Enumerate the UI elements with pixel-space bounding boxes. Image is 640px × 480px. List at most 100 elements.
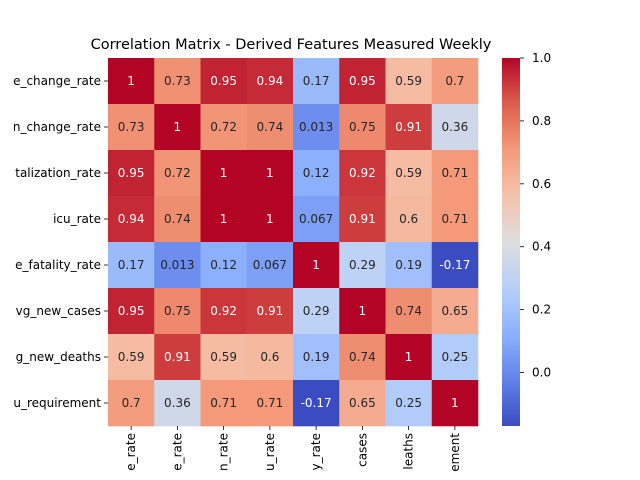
cell-value-label: -0.17 (439, 258, 470, 272)
cell-value-label: 0.74 (257, 120, 284, 134)
heatmap-cell (431, 334, 479, 381)
heatmap-cell (246, 334, 294, 381)
cell-value-label: 0.17 (118, 258, 145, 272)
heatmap-cell (385, 58, 433, 105)
cell-value-label: 1 (220, 166, 228, 180)
heatmap-cell (108, 288, 155, 335)
heatmap-cell (200, 242, 248, 289)
cell-value-label: 0.75 (164, 304, 191, 318)
colorbar-tick-label: 0.8 (532, 114, 551, 128)
row-tick-labels: e_change_rate n_change_rate talization_rat… (13, 74, 108, 410)
heatmap-cell (293, 288, 340, 335)
heatmap-cell (200, 104, 248, 151)
heatmap-cell (293, 150, 340, 197)
heatmap-cell (108, 242, 155, 289)
heatmap-cell (154, 150, 201, 197)
column-tick-label: y_rate (309, 433, 323, 470)
cell-value-label: 1 (451, 396, 459, 410)
cell-value-label: 0.74 (349, 350, 376, 364)
cell-value-label: 0.6 (260, 350, 279, 364)
column-tick-label: leaths (402, 433, 416, 470)
cell-value-label: 0.73 (164, 74, 191, 88)
heatmap-cell (154, 334, 201, 381)
heatmap-cell (385, 104, 433, 151)
heatmap-cell (246, 288, 294, 335)
heatmap-cell (246, 150, 294, 197)
cell-value-label: 1 (312, 258, 320, 272)
heatmap-cell (154, 104, 201, 151)
cell-value-label: 0.29 (303, 304, 330, 318)
heatmap-cell (293, 380, 340, 427)
cell-value-label: 0.71 (442, 166, 469, 180)
heatmap-cell (154, 58, 201, 105)
heatmap-cell (293, 58, 340, 105)
cell-value-label: 0.94 (118, 212, 145, 226)
row-tick-label: n_change_rate (13, 120, 101, 134)
heatmap-cell (200, 288, 248, 335)
cell-value-label: 0.91 (164, 350, 191, 364)
row-tick-label: u_requirement (13, 396, 101, 410)
cell-value-label: 0.95 (118, 166, 145, 180)
heatmap-cell (431, 380, 479, 427)
heatmap-cell (154, 380, 201, 427)
heatmap-cell (431, 242, 479, 289)
cell-value-label: 0.95 (118, 304, 145, 318)
cell-value-label: 0.6 (399, 212, 418, 226)
column-tick-label: u_rate (263, 433, 277, 471)
cell-value-label: 0.72 (164, 166, 191, 180)
row-tick-label: icu_rate (53, 212, 101, 226)
heatmap-cell (431, 58, 479, 105)
heatmap-cell (339, 196, 386, 243)
cell-value-label: 0.91 (349, 212, 376, 226)
cell-value-label: 0.94 (257, 74, 284, 88)
cell-value-label: 1 (127, 74, 135, 88)
cell-value-label: 0.067 (253, 258, 287, 272)
colorbar-tick-label: 0.0 (532, 366, 551, 380)
row-tick-label: talization_rate (15, 166, 101, 180)
cell-value-label: 0.91 (395, 120, 422, 134)
cell-value-label: 0.013 (299, 120, 333, 134)
cell-value-label: 0.12 (303, 166, 330, 180)
column-tick-label: e_rate (124, 433, 138, 471)
heatmap-cell (108, 150, 155, 197)
cell-value-label: 0.65 (442, 304, 469, 318)
heatmap-cell (385, 196, 433, 243)
cell-value-label: 0.95 (349, 74, 376, 88)
heatmap-cell (108, 104, 155, 151)
cell-value-label: 0.19 (395, 258, 422, 272)
column-tick-label: n_rate (217, 433, 231, 471)
cell-value-label: 1 (359, 304, 367, 318)
cell-value-label: -0.17 (301, 396, 332, 410)
heatmap-cell (339, 380, 386, 427)
cell-value-label: 0.013 (160, 258, 194, 272)
heatmap-cell (108, 380, 155, 427)
heatmap-cell (339, 104, 386, 151)
colorbar-gradient (502, 58, 520, 426)
cell-value-label: 0.72 (210, 120, 237, 134)
cell-value-label: 0.19 (303, 350, 330, 364)
cell-value-label: 0.36 (442, 120, 469, 134)
heatmap-cell (108, 334, 155, 381)
cell-value-label: 0.12 (210, 258, 237, 272)
heatmap-cell (339, 288, 386, 335)
heatmap-cell (246, 58, 294, 105)
cell-value-label: 0.36 (164, 396, 191, 410)
heatmap-cell (246, 196, 294, 243)
heatmap-cell (154, 196, 201, 243)
column-tick-label: e_rate (170, 433, 184, 471)
heatmap-cell (246, 242, 294, 289)
heatmap-cells: 1 0.73 0.95 0.94 0.17 0.95 0.59 0.7 0.73 1 0.72 0.7… (108, 58, 479, 427)
row-tick-label: g_new_deaths (16, 350, 101, 364)
cell-value-label: 0.59 (118, 350, 145, 364)
cell-value-label: 0.7 (122, 396, 141, 410)
heatmap-cell (108, 58, 155, 105)
heatmap-cell (200, 196, 248, 243)
cell-value-label: 0.92 (210, 304, 237, 318)
cell-value-label: 0.29 (349, 258, 376, 272)
colorbar-tick-label: 0.4 (532, 240, 551, 254)
colorbar: 1.0 0.8 0.6 0.4 0.2 0.0 (502, 51, 551, 426)
cell-value-label: 0.74 (395, 304, 422, 318)
colorbar-tick-label: 0.2 (532, 303, 551, 317)
heatmap-cell (246, 104, 294, 151)
